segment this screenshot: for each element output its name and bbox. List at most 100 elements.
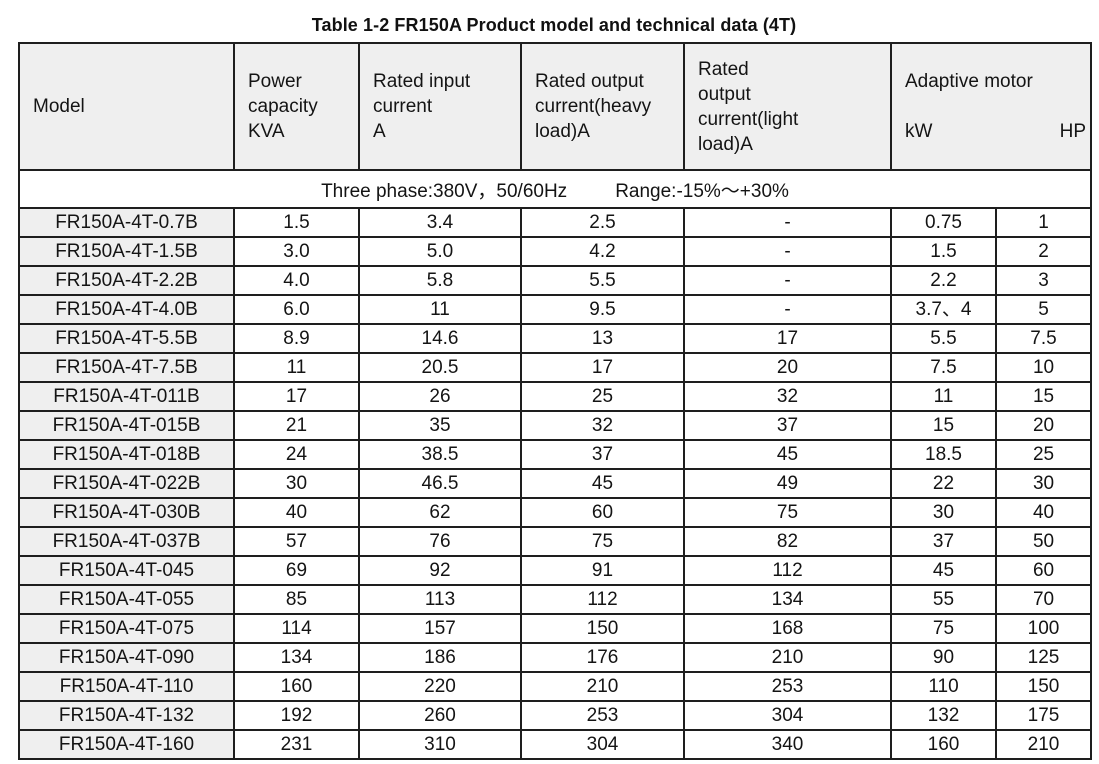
- col-header-power-capacity: Power capacity KVA: [233, 42, 360, 171]
- col-header-rated-output-light: Rated output current(light load)A: [683, 42, 892, 171]
- value-cell: 304: [520, 729, 685, 760]
- value-cell: 37: [520, 439, 685, 470]
- model-cell: FR150A-4T-018B: [18, 439, 235, 470]
- table-row: FR150A-4T-075 114 157 150 168 75 100: [18, 613, 1093, 644]
- table-row: FR150A-4T-055 85 113 112 134 55 70: [18, 584, 1093, 615]
- value-cell: 253: [683, 671, 892, 702]
- value-cell: 37: [890, 526, 997, 557]
- table-row: FR150A-4T-7.5B 11 20.5 17 20 7.5 10: [18, 352, 1093, 383]
- value-cell: 3.7、4: [890, 294, 997, 325]
- value-cell: 5.5: [890, 323, 997, 354]
- value-cell: 92: [358, 555, 522, 586]
- value-cell: 5: [994, 294, 1093, 325]
- value-cell: 15: [994, 381, 1093, 412]
- table-row: FR150A-4T-132 192 260 253 304 132 175: [18, 700, 1093, 731]
- value-cell: 91: [520, 555, 685, 586]
- col-header-model: Model: [18, 42, 235, 171]
- value-cell: 17: [233, 381, 360, 412]
- value-cell: 1: [994, 207, 1093, 238]
- value-cell: 7.5: [994, 323, 1093, 354]
- value-cell: 112: [520, 584, 685, 615]
- value-cell: 85: [233, 584, 360, 615]
- model-cell: FR150A-4T-0.7B: [18, 207, 235, 238]
- value-cell: 2.2: [890, 265, 997, 296]
- value-cell: 340: [683, 729, 892, 760]
- value-cell: 192: [233, 700, 360, 731]
- value-cell: -: [683, 294, 892, 325]
- model-cell: FR150A-4T-132: [18, 700, 235, 731]
- value-cell: 20.5: [358, 352, 522, 383]
- value-cell: 5.8: [358, 265, 522, 296]
- value-cell: 2: [994, 236, 1093, 267]
- value-cell: 30: [233, 468, 360, 499]
- value-cell: 0.75: [890, 207, 997, 238]
- model-cell: FR150A-4T-4.0B: [18, 294, 235, 325]
- value-cell: 210: [520, 671, 685, 702]
- supply-spec-range: Range:-15%～+30%: [615, 180, 789, 202]
- table-row: FR150A-4T-160 231 310 304 340 160 210: [18, 729, 1093, 760]
- value-cell: 310: [358, 729, 522, 760]
- value-cell: 69: [233, 555, 360, 586]
- value-cell: 150: [520, 613, 685, 644]
- product-data-table: Model Power capacity KVA Rated input cur…: [17, 42, 1093, 760]
- value-cell: 11: [358, 294, 522, 325]
- value-cell: 186: [358, 642, 522, 673]
- value-cell: 220: [358, 671, 522, 702]
- value-cell: 260: [358, 700, 522, 731]
- value-cell: 4.2: [520, 236, 685, 267]
- value-cell: 40: [994, 497, 1093, 528]
- value-cell: 22: [890, 468, 997, 499]
- value-cell: 25: [520, 381, 685, 412]
- value-cell: 160: [890, 729, 997, 760]
- value-cell: 8.9: [233, 323, 360, 354]
- value-cell: 17: [683, 323, 892, 354]
- value-cell: 114: [233, 613, 360, 644]
- value-cell: 3: [994, 265, 1093, 296]
- value-cell: 4.0: [233, 265, 360, 296]
- table-row: FR150A-4T-090 134 186 176 210 90 125: [18, 642, 1093, 673]
- value-cell: 113: [358, 584, 522, 615]
- adaptive-motor-hp-label: HP: [1059, 121, 1087, 142]
- value-cell: 14.6: [358, 323, 522, 354]
- value-cell: 17: [520, 352, 685, 383]
- value-cell: 15: [890, 410, 997, 441]
- table-body: FR150A-4T-0.7B 1.5 3.4 2.5-0.75 1 FR150A-4T-1…: [18, 207, 1093, 760]
- value-cell: 157: [358, 613, 522, 644]
- value-cell: 45: [520, 468, 685, 499]
- model-cell: FR150A-4T-075: [18, 613, 235, 644]
- value-cell: 168: [683, 613, 892, 644]
- model-cell: FR150A-4T-030B: [18, 497, 235, 528]
- adaptive-motor-units: kW HP: [905, 119, 1086, 144]
- value-cell: 18.5: [890, 439, 997, 470]
- value-cell: 30: [890, 497, 997, 528]
- value-cell: 32: [520, 410, 685, 441]
- col-header-rated-input-current: Rated input current A: [358, 42, 522, 171]
- value-cell: 45: [683, 439, 892, 470]
- col-header-rated-output-heavy: Rated output current(heavy load)A: [520, 42, 685, 171]
- value-cell: 35: [358, 410, 522, 441]
- table-row: FR150A-4T-018B 24 38.5 37 45 18.5 25: [18, 439, 1093, 470]
- value-cell: 75: [890, 613, 997, 644]
- supply-spec-row: Three phase:380V，50/60Hz Range:-15%～+30%: [17, 169, 1093, 209]
- value-cell: 1.5: [890, 236, 997, 267]
- value-cell: 110: [890, 671, 997, 702]
- table-row: FR150A-4T-4.0B 6.0 11 9.5-3.7、4 5: [18, 294, 1093, 325]
- model-cell: FR150A-4T-1.5B: [18, 236, 235, 267]
- value-cell: 49: [683, 468, 892, 499]
- value-cell: 38.5: [358, 439, 522, 470]
- value-cell: 46.5: [358, 468, 522, 499]
- value-cell: 3.0: [233, 236, 360, 267]
- value-cell: 175: [994, 700, 1093, 731]
- model-cell: FR150A-4T-7.5B: [18, 352, 235, 383]
- model-cell: FR150A-4T-045: [18, 555, 235, 586]
- table-row: FR150A-4T-110 160 220 210 253 110 150: [18, 671, 1093, 702]
- value-cell: 5.0: [358, 236, 522, 267]
- model-cell: FR150A-4T-022B: [18, 468, 235, 499]
- value-cell: 75: [520, 526, 685, 557]
- value-cell: 13: [520, 323, 685, 354]
- value-cell: 37: [683, 410, 892, 441]
- table-row: FR150A-4T-022B 30 46.5 45 49 22 30: [18, 468, 1093, 499]
- value-cell: 76: [358, 526, 522, 557]
- model-cell: FR150A-4T-2.2B: [18, 265, 235, 296]
